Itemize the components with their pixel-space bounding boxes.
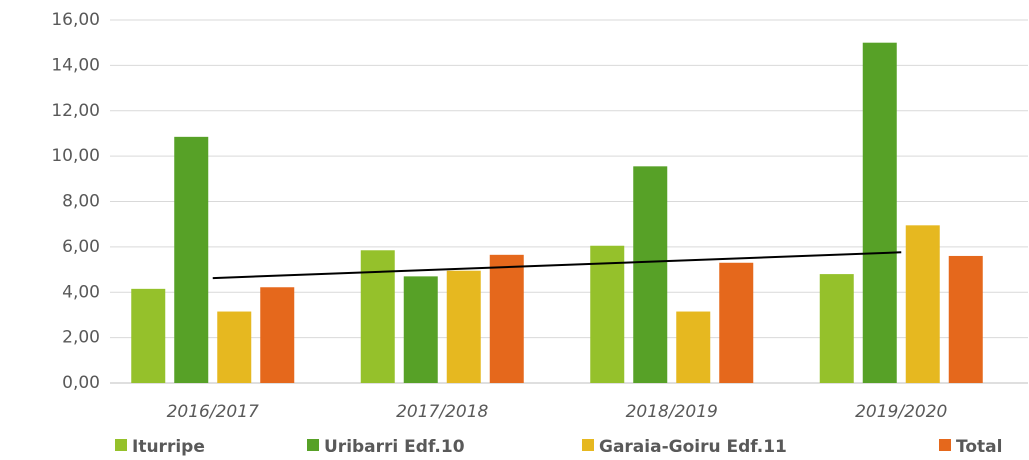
bar [719, 262, 754, 383]
y-tick-label: 10,00 [51, 146, 100, 166]
bar [862, 42, 897, 383]
bar [676, 311, 711, 383]
bar [948, 255, 983, 383]
y-tick-label: 6,00 [62, 237, 100, 257]
bar [403, 276, 438, 383]
y-tick-label: 4,00 [62, 282, 100, 302]
bar [819, 274, 854, 383]
bar [131, 288, 166, 383]
x-tick-label: 2017/2018 [396, 402, 488, 422]
bar [590, 245, 625, 383]
legend-swatch [307, 439, 319, 451]
bar [174, 136, 209, 383]
legend-swatch [115, 439, 127, 451]
bar [633, 166, 668, 383]
legend-label: Total [956, 437, 1002, 457]
y-tick-label: 14,00 [51, 55, 100, 75]
y-tick-label: 0,00 [62, 373, 100, 393]
bar [360, 250, 395, 383]
x-tick-label: 2016/2017 [167, 402, 259, 422]
legend-label: Iturripe [132, 437, 205, 457]
legend-swatch [939, 439, 951, 451]
x-tick-label: 2018/2019 [626, 402, 718, 422]
legend-label: Garaia-Goiru Edf.11 [599, 437, 787, 457]
y-tick-label: 2,00 [62, 328, 100, 348]
bar [217, 311, 252, 383]
bar [446, 270, 481, 383]
y-tick-label: 12,00 [51, 101, 100, 121]
legend-label: Uribarri Edf.10 [324, 437, 465, 457]
bar [260, 287, 295, 383]
bar [489, 254, 524, 383]
legend-swatch [582, 439, 594, 451]
y-tick-label: 8,00 [62, 192, 100, 212]
trendline [212, 251, 902, 280]
x-tick-label: 2019/2020 [855, 402, 947, 422]
bar [905, 225, 940, 383]
y-tick-label: 16,00 [51, 10, 100, 30]
